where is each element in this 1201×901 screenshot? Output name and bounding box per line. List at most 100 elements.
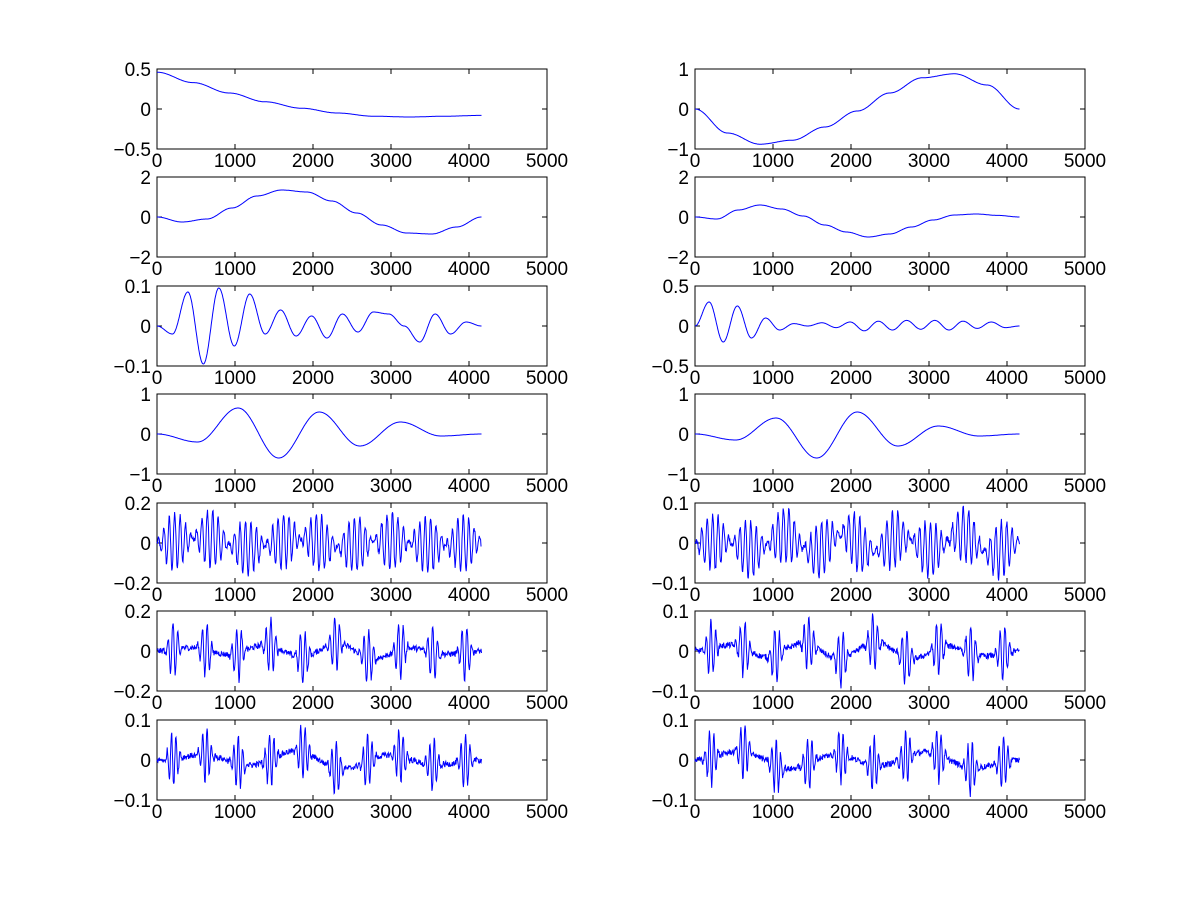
- x-tick-label: 3000: [370, 693, 412, 714]
- y-tick-label: 0.2: [125, 602, 151, 623]
- x-tick-label: 5000: [526, 802, 568, 823]
- axes-box: [694, 176, 1086, 258]
- x-tick-label: 2000: [292, 476, 334, 497]
- y-tick-label: −0.1: [651, 682, 689, 703]
- signal-line: [156, 509, 482, 577]
- x-tick-label: 5000: [1064, 476, 1106, 497]
- axes-box: [156, 68, 548, 150]
- x-tick-label: 3000: [370, 585, 412, 606]
- y-tick-label: 0: [678, 317, 689, 338]
- y-tick-label: 1: [678, 385, 689, 406]
- signal-line: [694, 725, 1020, 798]
- signal-line: [157, 189, 482, 235]
- x-tick-label: 1000: [752, 693, 794, 714]
- x-tick-label: 0: [152, 802, 163, 823]
- x-tick-label: 1000: [752, 259, 794, 280]
- axes-box: [156, 719, 548, 801]
- x-tick-label: 3000: [370, 259, 412, 280]
- y-tick-label: 0: [678, 751, 689, 772]
- x-tick-label: 5000: [526, 368, 568, 389]
- y-tick-label: −1: [667, 140, 689, 161]
- y-tick-label: 0.1: [663, 602, 689, 623]
- axes-box: [694, 719, 1086, 801]
- x-tick-label: 2000: [830, 802, 872, 823]
- x-tick-label: 1000: [752, 476, 794, 497]
- x-tick-label: 4000: [986, 476, 1028, 497]
- x-tick-label: 0: [152, 368, 163, 389]
- x-tick-label: 1000: [752, 802, 794, 823]
- x-tick-label: 2000: [292, 151, 334, 172]
- y-tick-label: −0.2: [113, 574, 151, 595]
- y-tick-label: 0.1: [663, 711, 689, 732]
- x-tick-label: 1000: [214, 693, 256, 714]
- x-tick-label: 2000: [292, 693, 334, 714]
- y-tick-label: −0.5: [113, 140, 151, 161]
- x-tick-label: 4000: [986, 151, 1028, 172]
- y-tick-label: −0.1: [651, 791, 689, 812]
- axes-box: [694, 610, 1086, 692]
- x-tick-label: 3000: [370, 802, 412, 823]
- y-tick-label: −0.2: [113, 682, 151, 703]
- x-tick-label: 1000: [752, 368, 794, 389]
- axes-box: [694, 285, 1086, 367]
- axes-box: [156, 176, 548, 258]
- y-tick-label: 0: [140, 100, 151, 121]
- y-tick-label: −2: [129, 248, 151, 269]
- x-tick-label: 2000: [830, 693, 872, 714]
- signal-line: [695, 204, 1020, 238]
- x-tick-label: 0: [152, 693, 163, 714]
- x-tick-label: 0: [690, 151, 701, 172]
- x-tick-label: 2000: [292, 802, 334, 823]
- x-tick-label: 4000: [448, 259, 490, 280]
- x-tick-label: 2000: [830, 368, 872, 389]
- x-tick-label: 2000: [830, 151, 872, 172]
- x-tick-label: 4000: [986, 802, 1028, 823]
- y-tick-label: 0: [140, 425, 151, 446]
- x-tick-label: 5000: [1064, 259, 1106, 280]
- axes-box: [156, 502, 548, 584]
- x-tick-label: 3000: [908, 476, 950, 497]
- y-tick-label: 0: [678, 534, 689, 555]
- x-tick-label: 5000: [1064, 585, 1106, 606]
- signal-line: [156, 616, 482, 684]
- y-tick-label: 2: [678, 168, 689, 189]
- x-tick-label: 5000: [526, 476, 568, 497]
- y-tick-label: 0: [140, 642, 151, 663]
- x-tick-label: 4000: [986, 259, 1028, 280]
- y-tick-label: −0.1: [113, 791, 151, 812]
- signal-line: [157, 71, 482, 118]
- y-tick-label: 0: [140, 317, 151, 338]
- signal-line: [695, 73, 1020, 145]
- y-tick-label: −1: [667, 465, 689, 486]
- x-tick-label: 1000: [214, 476, 256, 497]
- x-tick-label: 3000: [370, 476, 412, 497]
- x-tick-label: 2000: [830, 259, 872, 280]
- signal-line: [694, 505, 1020, 581]
- y-tick-label: 0.1: [125, 711, 151, 732]
- x-tick-label: 4000: [986, 585, 1028, 606]
- x-tick-label: 5000: [1064, 368, 1106, 389]
- axes-box: [156, 610, 548, 692]
- x-tick-label: 3000: [908, 368, 950, 389]
- x-tick-label: 0: [690, 585, 701, 606]
- x-tick-label: 4000: [448, 693, 490, 714]
- x-tick-label: 1000: [214, 259, 256, 280]
- x-tick-label: 4000: [986, 693, 1028, 714]
- y-tick-label: −2: [667, 248, 689, 269]
- x-tick-label: 1000: [214, 151, 256, 172]
- x-tick-label: 0: [690, 368, 701, 389]
- x-tick-label: 4000: [448, 151, 490, 172]
- x-tick-label: 5000: [526, 259, 568, 280]
- x-tick-label: 0: [152, 476, 163, 497]
- signal-line: [695, 411, 1020, 459]
- x-tick-label: 5000: [1064, 802, 1106, 823]
- axes-box: [694, 393, 1086, 475]
- x-tick-label: 1000: [752, 585, 794, 606]
